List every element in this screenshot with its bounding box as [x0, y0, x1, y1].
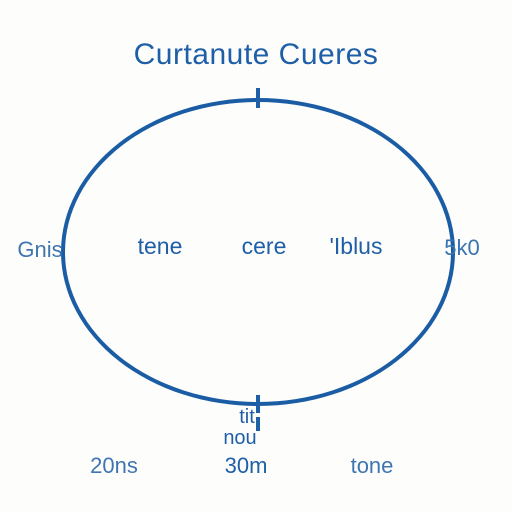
diagram-title: Curtanute Cueres	[134, 38, 379, 72]
tick-mark	[256, 395, 260, 413]
inner-label: tene	[138, 233, 183, 260]
side-label: Gnis	[17, 237, 62, 263]
diagram-canvas: { "background_color": "#fdfdfc", "primar…	[0, 0, 512, 512]
bottom-inner-label: nou	[223, 427, 256, 450]
inner-label: 'Iblus	[330, 233, 383, 260]
axis-label: 30m	[225, 453, 268, 479]
tick-mark	[256, 88, 260, 108]
inner-label: cere	[242, 233, 287, 260]
axis-label: tone	[351, 453, 394, 479]
bottom-inner-label: tit	[239, 406, 255, 429]
side-label: 5k0	[444, 235, 479, 261]
axis-label: 20ns	[90, 453, 138, 479]
